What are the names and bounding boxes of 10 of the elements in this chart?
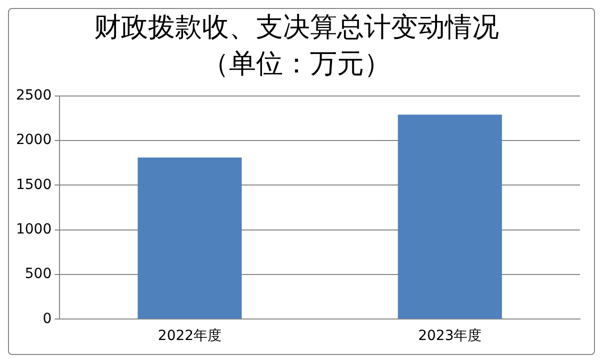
y-tick-label: 500 [24,266,52,282]
y-tick-label: 0 [42,310,52,327]
chart-subtitle: （单位：万元） [202,48,391,80]
y-tick-label: 2500 [16,87,52,104]
chart-title: 财政拨款收、支决算总计变动情况 [94,12,499,44]
y-tick-label: 1000 [16,221,52,238]
x-tick-label: 2023年度 [418,328,482,344]
y-tick-label: 2000 [16,132,52,148]
x-tick-label: 2022年度 [158,328,222,344]
y-tick-label: 1500 [16,176,52,193]
